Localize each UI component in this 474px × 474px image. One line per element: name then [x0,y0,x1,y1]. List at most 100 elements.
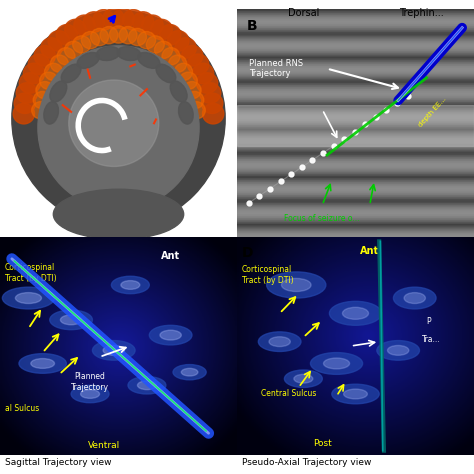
Circle shape [36,82,54,99]
Ellipse shape [342,307,369,319]
Text: Planned RNS
Trajectory: Planned RNS Trajectory [249,59,303,78]
Ellipse shape [77,53,99,68]
Circle shape [151,19,172,40]
Ellipse shape [329,301,382,325]
Ellipse shape [96,46,120,61]
Ellipse shape [284,370,322,387]
Circle shape [41,38,62,58]
Circle shape [146,36,164,53]
Circle shape [40,72,58,90]
Text: Central Sulcus: Central Sulcus [261,389,316,398]
Ellipse shape [179,101,193,124]
Circle shape [48,31,69,51]
Circle shape [119,27,137,44]
Circle shape [57,47,75,65]
Circle shape [103,9,124,29]
Ellipse shape [332,384,379,404]
Circle shape [73,36,91,53]
Ellipse shape [156,64,176,83]
Ellipse shape [149,325,192,345]
Ellipse shape [12,10,225,227]
Circle shape [162,47,180,65]
Text: B: B [246,18,257,33]
Circle shape [169,55,187,72]
Text: Planned
Trajectory: Planned Trajectory [71,372,109,392]
Ellipse shape [160,330,181,340]
Circle shape [160,25,181,45]
Text: Corticospinal
Tract (by DTI): Corticospinal Tract (by DTI) [5,263,56,283]
Circle shape [113,9,134,29]
Ellipse shape [138,53,160,68]
Circle shape [91,28,109,46]
Text: Focus of seizure o...: Focus of seizure o... [284,214,360,223]
Circle shape [56,25,77,45]
Circle shape [50,55,68,72]
Ellipse shape [53,189,184,239]
Circle shape [82,31,100,49]
Ellipse shape [121,281,140,289]
Ellipse shape [266,272,326,298]
Ellipse shape [60,315,82,325]
Ellipse shape [31,358,55,368]
Ellipse shape [19,354,66,374]
Circle shape [28,54,50,74]
Text: Ant: Ant [360,246,379,256]
Ellipse shape [310,353,363,374]
Circle shape [65,19,86,40]
Circle shape [200,83,221,103]
Circle shape [187,54,209,74]
Ellipse shape [69,80,159,166]
Text: Tra...: Tra... [422,335,440,344]
Circle shape [16,83,37,103]
Circle shape [45,63,63,81]
Ellipse shape [294,374,313,383]
Ellipse shape [344,389,367,399]
Ellipse shape [61,64,81,83]
Circle shape [175,38,196,58]
Circle shape [34,46,55,66]
Ellipse shape [137,381,156,390]
Ellipse shape [38,46,199,210]
Ellipse shape [258,332,301,352]
Text: Dorsal: Dorsal [288,9,319,18]
Circle shape [186,91,204,109]
Text: Pseudo-Axial Trajectory view: Pseudo-Axial Trajectory view [242,458,371,466]
Bar [237,105,474,146]
Ellipse shape [15,292,41,303]
Circle shape [174,63,192,81]
Ellipse shape [50,81,67,102]
Text: Sagittal Trajectory view: Sagittal Trajectory view [5,458,111,466]
Text: Ventral: Ventral [88,441,120,450]
Circle shape [23,63,45,83]
Ellipse shape [269,337,290,346]
Circle shape [128,28,146,46]
Circle shape [179,72,197,90]
Circle shape [155,41,173,58]
Circle shape [32,101,50,119]
Ellipse shape [323,358,349,369]
Ellipse shape [81,390,100,398]
Circle shape [182,46,203,66]
Circle shape [19,73,41,93]
Circle shape [33,91,51,109]
Circle shape [100,27,118,44]
Text: al Sulcus: al Sulcus [5,404,39,413]
Circle shape [109,26,128,43]
Circle shape [137,31,155,49]
Circle shape [192,63,214,83]
Circle shape [202,103,224,124]
Circle shape [196,73,218,93]
Ellipse shape [128,376,166,394]
Ellipse shape [2,287,55,309]
Circle shape [83,12,105,32]
Text: Corticospinal
Tract (by DTI): Corticospinal Tract (by DTI) [242,265,293,285]
Ellipse shape [387,346,409,356]
Circle shape [64,41,82,58]
Circle shape [14,93,36,113]
Ellipse shape [50,310,92,330]
Ellipse shape [404,292,426,303]
Text: Post: Post [313,439,332,448]
Circle shape [187,101,205,119]
Ellipse shape [111,276,149,294]
Ellipse shape [173,365,206,380]
